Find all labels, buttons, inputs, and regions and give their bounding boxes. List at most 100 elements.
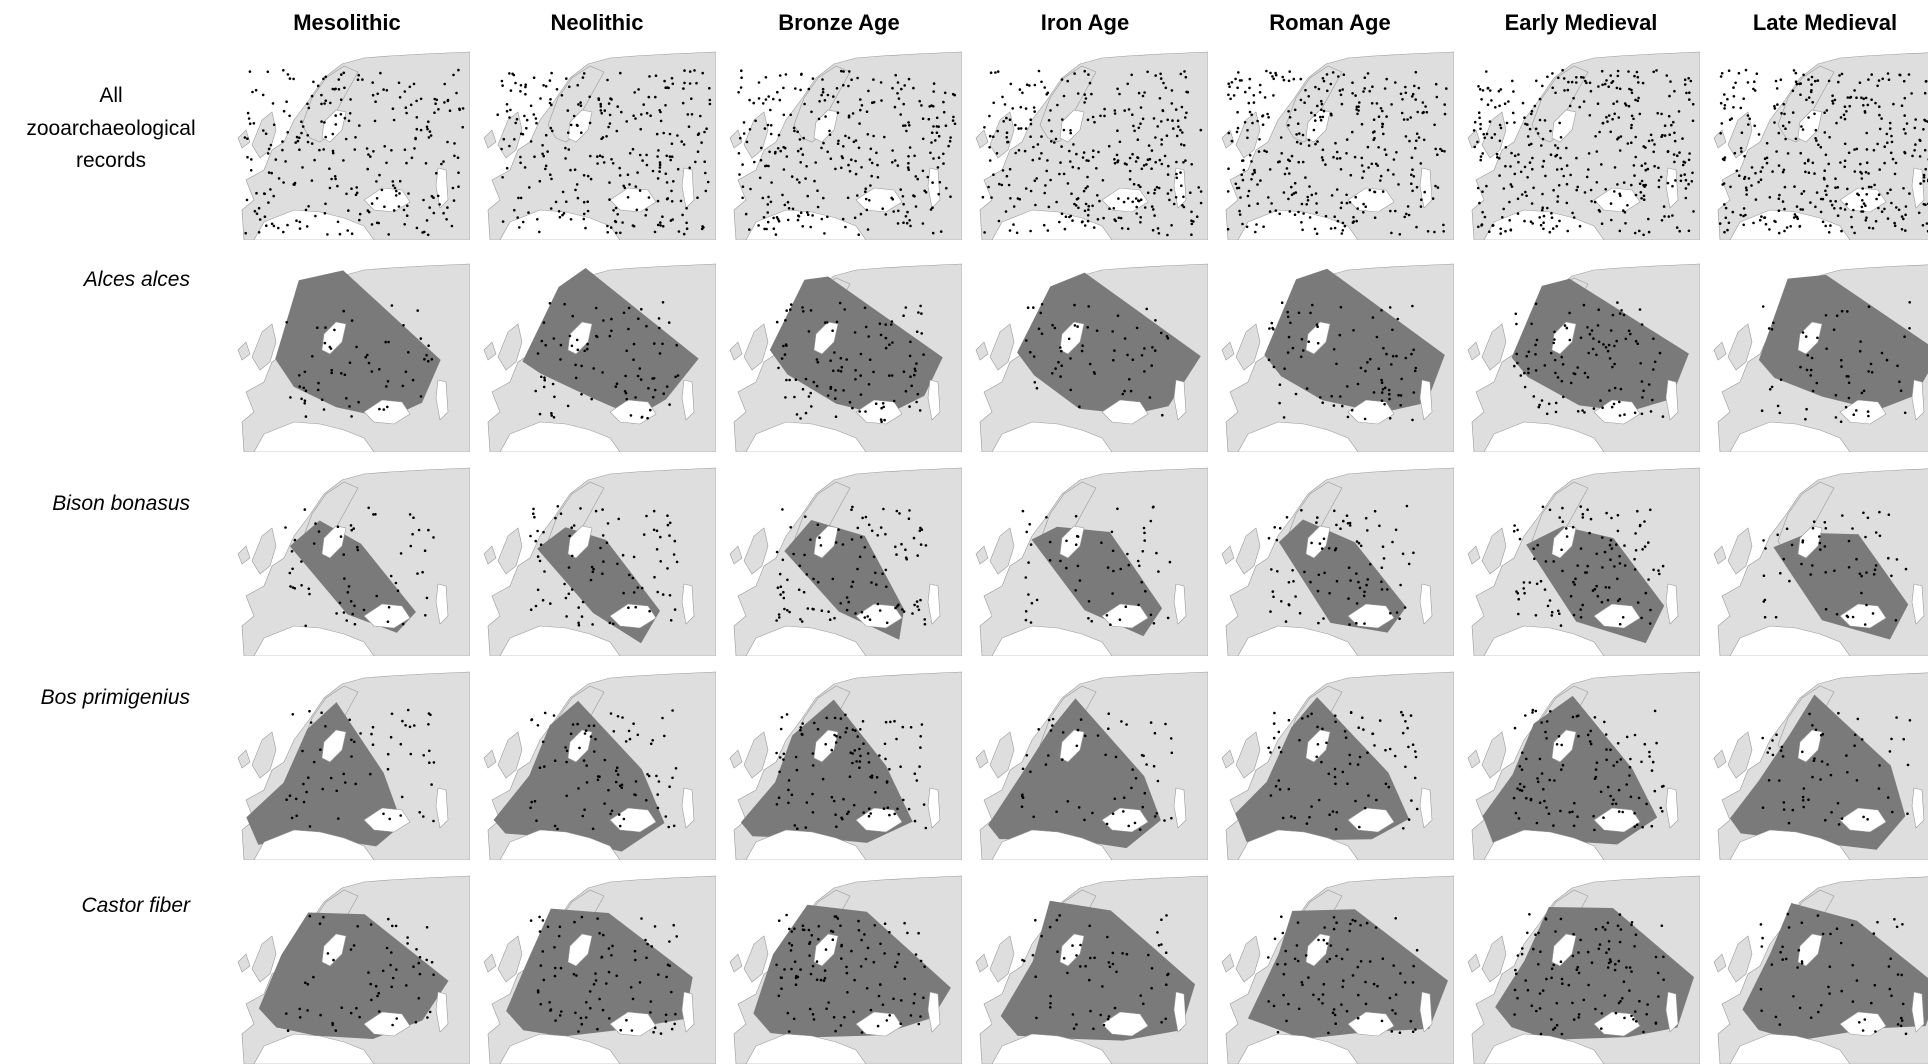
record-point <box>1594 716 1597 719</box>
record-point <box>1124 162 1127 165</box>
record-point <box>1753 80 1756 83</box>
record-point <box>1491 136 1494 139</box>
record-point <box>282 231 285 234</box>
record-point <box>554 759 557 762</box>
record-point <box>1598 131 1601 134</box>
record-point <box>1081 350 1084 353</box>
record-point <box>867 90 870 93</box>
record-point <box>891 149 894 152</box>
record-point <box>1628 105 1631 108</box>
record-point <box>1866 161 1869 164</box>
record-point <box>822 91 825 94</box>
record-point <box>1346 202 1349 205</box>
record-point <box>1336 188 1339 191</box>
period-header: Mesolithic <box>224 6 470 40</box>
record-point <box>311 355 314 358</box>
record-point <box>1741 131 1744 134</box>
record-point <box>1664 124 1667 127</box>
record-point <box>833 351 836 354</box>
record-point <box>894 965 897 968</box>
record-point <box>587 210 590 213</box>
record-point <box>1032 816 1035 819</box>
record-point <box>1874 984 1877 987</box>
record-point <box>1072 1013 1075 1016</box>
record-point <box>1604 83 1607 86</box>
record-point <box>896 510 899 513</box>
record-point <box>888 814 891 817</box>
record-point <box>1333 404 1336 407</box>
record-point <box>1038 157 1041 160</box>
record-point <box>1154 74 1157 77</box>
record-point <box>1392 173 1395 176</box>
record-point <box>381 189 384 192</box>
record-point <box>1590 743 1593 746</box>
record-point <box>1348 754 1351 757</box>
record-point <box>319 748 322 751</box>
record-point <box>832 95 835 98</box>
record-point <box>539 930 542 933</box>
record-point <box>1405 135 1408 138</box>
record-point <box>649 409 652 412</box>
record-point <box>1837 712 1840 715</box>
record-point <box>391 925 394 928</box>
record-point <box>988 146 991 149</box>
record-point <box>1761 166 1764 169</box>
record-point <box>1736 170 1739 173</box>
record-point <box>1367 166 1370 169</box>
record-point <box>1140 581 1143 584</box>
record-point <box>1434 148 1437 151</box>
record-point <box>1690 80 1693 83</box>
record-point <box>1733 95 1736 98</box>
record-point <box>1053 141 1056 144</box>
record-point <box>796 131 799 134</box>
record-point <box>1411 168 1414 171</box>
record-point <box>1768 747 1771 750</box>
record-point <box>928 118 931 121</box>
record-point <box>255 89 258 92</box>
record-point <box>1739 214 1742 217</box>
record-point <box>1627 70 1630 73</box>
record-point <box>1172 127 1175 130</box>
record-point <box>355 346 358 349</box>
record-point <box>789 308 792 311</box>
record-point <box>942 162 945 165</box>
record-point <box>543 765 546 768</box>
record-point <box>1040 935 1043 938</box>
record-point <box>1655 1022 1658 1025</box>
record-point <box>796 769 799 772</box>
record-point <box>1856 979 1859 982</box>
record-point <box>1290 815 1293 818</box>
record-point <box>311 142 314 145</box>
record-point <box>1878 511 1881 514</box>
record-point <box>1596 181 1599 184</box>
record-point <box>1734 152 1737 155</box>
record-point <box>707 181 710 184</box>
record-point <box>865 326 868 329</box>
record-point <box>668 964 671 967</box>
record-point <box>1771 328 1774 331</box>
record-point <box>774 151 777 154</box>
record-point <box>609 813 612 816</box>
record-point <box>1808 171 1811 174</box>
record-point <box>347 591 350 594</box>
record-point <box>546 150 549 153</box>
record-point <box>894 607 897 610</box>
record-point <box>1504 230 1507 233</box>
record-point <box>1382 545 1385 548</box>
record-point <box>296 136 299 139</box>
record-point <box>1542 138 1545 141</box>
record-point <box>1867 78 1870 81</box>
map-cell <box>716 466 962 656</box>
record-point <box>1513 797 1516 800</box>
record-point <box>1149 158 1152 161</box>
record-point <box>1267 1000 1270 1003</box>
record-point <box>566 750 569 753</box>
record-point <box>810 973 813 976</box>
record-point <box>1562 175 1565 178</box>
record-point <box>542 84 545 87</box>
record-point <box>1444 113 1447 116</box>
europe-map <box>1454 262 1700 452</box>
record-point <box>753 161 756 164</box>
record-point <box>1895 716 1898 719</box>
species-label: Castor fiber <box>0 890 190 921</box>
